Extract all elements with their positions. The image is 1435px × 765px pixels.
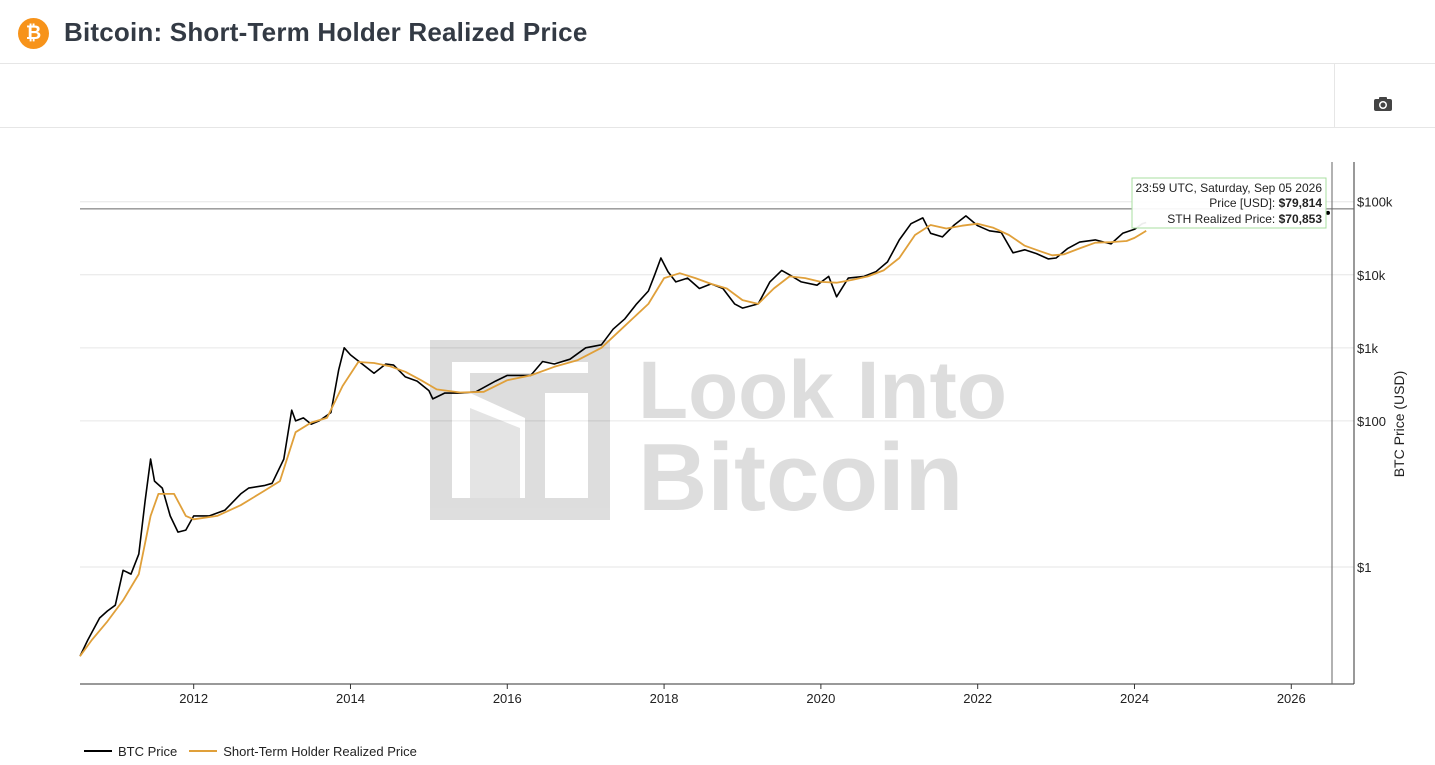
watermark: Look Into Bitcoin — [430, 340, 1007, 531]
watermark-line2: Bitcoin — [638, 424, 963, 531]
tooltip-price-label: Price [USD]: — [1209, 196, 1278, 210]
tooltip-sth-row: STH Realized Price: $70,853 — [1167, 212, 1322, 226]
x-tick-label: 2014 — [336, 691, 365, 706]
chart-area[interactable]: Look Into Bitcoin $1 $100 $1k $10k $100k 2012… — [0, 128, 1435, 760]
legend-label-sth-realized-price: Short-Term Holder Realized Price — [223, 743, 417, 759]
tooltip-price-value: $79,814 — [1279, 196, 1323, 210]
y-tick-label: $10k — [1357, 268, 1386, 283]
toolbar-divider — [1334, 64, 1335, 127]
tooltip-sth-value: $70,853 — [1279, 212, 1323, 226]
btc-price-line — [79, 215, 1147, 657]
header-bar: ₿ Bitcoin: Short-Term Holder Realized Pr… — [0, 0, 1435, 64]
y-tick-label: $100 — [1357, 414, 1386, 429]
toolbar — [0, 64, 1435, 128]
bitcoin-logo-icon: ₿ — [18, 18, 49, 49]
tooltip-price-row: Price [USD]: $79,814 — [1209, 196, 1322, 210]
tooltip-timestamp: 23:59 UTC, Saturday, Sep 05 2026 — [1135, 181, 1322, 195]
x-tick-label: 2022 — [963, 691, 992, 706]
watermark-line1: Look Into — [638, 345, 1007, 436]
x-tick-label: 2026 — [1277, 691, 1306, 706]
page-title: Bitcoin: Short-Term Holder Realized Pric… — [64, 17, 588, 47]
legend-swatch-sth-realized-price — [189, 750, 218, 752]
chart-svg[interactable]: Look Into Bitcoin $1 $100 $1k $10k $100k 2012… — [0, 128, 1435, 760]
legend-label-btc-price: BTC Price — [118, 743, 178, 759]
axes: $1 $100 $1k $10k $100k 2012 2014 2016 2018 2020 20… — [80, 162, 1407, 706]
camera-icon[interactable] — [1372, 94, 1396, 116]
legend-swatch-btc-price — [84, 750, 112, 752]
x-tick-label: 2024 — [1120, 691, 1149, 706]
legend-item-sth-realized-price[interactable]: Short-Term Holder Realized Price — [189, 744, 417, 759]
x-tick-label: 2020 — [806, 691, 835, 706]
y-axis-title: BTC Price (USD) — [1391, 371, 1407, 478]
grid-lines — [80, 201, 1354, 568]
tooltip-box — [1131, 177, 1327, 229]
series-layer — [79, 215, 1147, 657]
sth-realized-price-line — [79, 222, 1147, 657]
x-tick-label: 2012 — [179, 691, 208, 706]
legend: BTC Price Short-Term Holder Realized Pri… — [84, 742, 429, 760]
x-tick-label: 2016 — [493, 691, 522, 706]
tooltip-sth-label: STH Realized Price: — [1167, 212, 1278, 226]
y-tick-label: $1k — [1357, 341, 1378, 356]
tooltip: 23:59 UTC, Saturday, Sep 05 2026 Price [… — [1131, 177, 1327, 229]
y-tick-label: $100k — [1357, 195, 1393, 210]
legend-item-btc-price[interactable]: BTC Price — [84, 744, 177, 759]
hover-marker — [1326, 210, 1330, 215]
y-tick-label: $1 — [1357, 560, 1371, 575]
x-tick-label: 2018 — [650, 691, 679, 706]
